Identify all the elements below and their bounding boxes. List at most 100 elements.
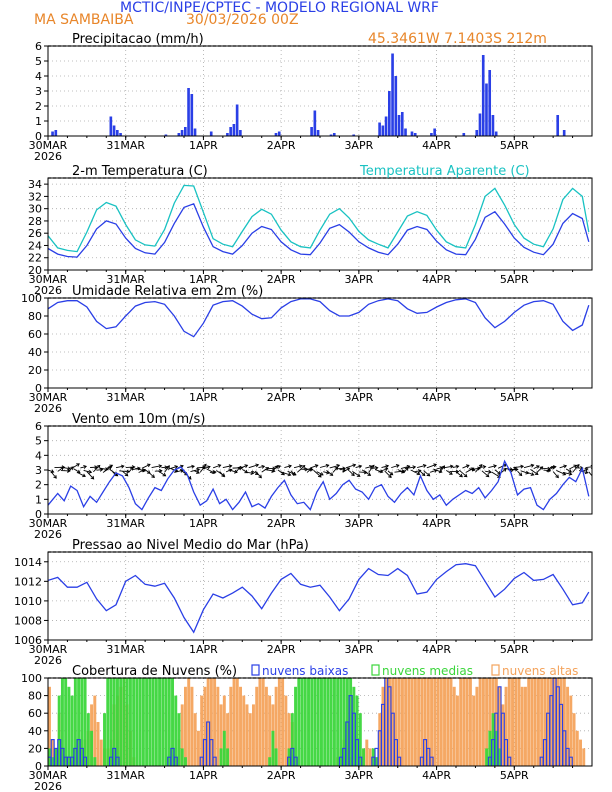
wind-xtick-label: 4APR — [422, 517, 451, 530]
wind-barb-head — [314, 464, 319, 468]
cloud-bar-nuvens-baixas — [507, 756, 512, 766]
temp-ytick-label: 22 — [28, 252, 42, 265]
cloud-bar-nuvens-medias — [141, 678, 145, 766]
cloud-bar-nuvens-altas — [404, 678, 408, 766]
wind-barb-head — [120, 464, 125, 469]
wind-barb-head — [301, 464, 306, 469]
wind-barb-head — [88, 469, 93, 474]
precip-bar — [391, 53, 394, 136]
cloud-bar-nuvens-altas — [268, 695, 272, 766]
wind-barb — [517, 470, 523, 476]
press-ytick-label: 1008 — [14, 614, 42, 627]
cloud-xtick-label: 31MAR — [106, 769, 145, 782]
cloud-bar-nuvens-medias — [355, 695, 359, 766]
cloud-bar-nuvens-altas — [48, 686, 51, 766]
precip-bar — [332, 133, 336, 136]
precip-bar — [562, 130, 566, 136]
wind-ytick-label: 0 — [35, 508, 42, 521]
wind-barb — [193, 470, 200, 474]
wind-barb — [485, 470, 492, 473]
wind-barb-head — [217, 464, 222, 468]
precip-bar — [413, 133, 417, 136]
cloud-bar-nuvens-altas — [216, 686, 220, 766]
cloud-bar-nuvens-altas — [200, 695, 204, 766]
wind-barb-head — [389, 471, 394, 476]
cloud-bar-nuvens-altas — [488, 678, 492, 766]
precip-bar — [310, 127, 313, 136]
wind-barb — [510, 466, 517, 473]
cloud-bar-nuvens-medias — [90, 730, 94, 766]
cloud-bar-nuvens-altas — [96, 722, 100, 766]
wind-barb-head — [482, 464, 487, 469]
wind-barb — [413, 470, 421, 473]
cloud-bar-nuvens-altas — [481, 678, 485, 766]
wind-barb — [225, 468, 232, 473]
wind-barb-head — [258, 474, 262, 479]
cloud-bar-nuvens-altas — [180, 704, 184, 766]
wind-barb-head — [151, 474, 155, 478]
cloud-bar-nuvens-altas — [239, 686, 242, 766]
temp-ytick-label: 32 — [28, 190, 42, 203]
wind-barb — [106, 464, 113, 470]
wind-barb — [96, 469, 103, 471]
cloud-bar-nuvens-medias — [77, 678, 81, 766]
cloud-bar-nuvens-altas — [559, 678, 563, 766]
precip-bar — [180, 130, 184, 136]
wind-barb-head — [203, 463, 207, 468]
temp-ytick-label: 30 — [28, 203, 42, 216]
cloud-bar-nuvens-medias — [132, 678, 136, 766]
cloud-bar-nuvens-altas — [281, 678, 285, 766]
wind-barb-head — [550, 466, 555, 470]
wind-barb-head — [213, 470, 217, 475]
wind-barb — [122, 470, 129, 477]
wind-barb-head — [417, 469, 422, 473]
press-xtick-label: 31MAR — [106, 643, 145, 656]
cloud-xtick-label: 4APR — [422, 769, 451, 782]
cloud-bar-nuvens-baixas — [83, 756, 88, 766]
press-xtick-label: 2APR — [267, 643, 296, 656]
cloud-bar-nuvens-altas — [452, 686, 456, 766]
wind-barb-head — [237, 466, 241, 470]
press-ytick-label: 1006 — [14, 634, 42, 647]
cloud-bar-nuvens-altas — [368, 748, 372, 766]
cloud-bar-nuvens-altas — [407, 678, 411, 766]
cloud-bar-nuvens-altas — [365, 739, 369, 766]
wind-barb — [64, 467, 71, 470]
wind-barb — [491, 471, 501, 478]
wind-barb-head — [250, 471, 255, 475]
wind-barb — [128, 467, 134, 473]
wind-barb — [313, 469, 322, 478]
wind-barb — [319, 464, 329, 468]
cloud-bar-nuvens-medias — [138, 678, 142, 766]
precip-xtick-label: 30MAR — [29, 139, 68, 152]
temp-xtick-label: 4APR — [422, 273, 451, 286]
wind-barb-head — [109, 464, 114, 469]
cloud-bar-nuvens-medias — [339, 678, 343, 766]
cloud-bar-nuvens-altas — [184, 686, 187, 766]
cloud-bar-nuvens-medias — [320, 678, 323, 766]
cloud-xtick-label: 1APR — [189, 769, 218, 782]
precip-bar — [494, 131, 498, 136]
cloud-bar-nuvens-medias — [358, 713, 362, 766]
cloud-bar-nuvens-altas — [572, 713, 576, 766]
cloud-bar-nuvens-altas — [248, 713, 252, 766]
precip-bar — [109, 116, 113, 136]
precip-bar — [239, 130, 242, 136]
cloud-bar-nuvens-medias — [158, 678, 162, 766]
cloud-bar-nuvens-medias — [122, 678, 126, 766]
cloud-bar-nuvens-altas — [543, 678, 547, 766]
wind-barb-head — [388, 474, 392, 479]
wind-barb — [355, 465, 362, 468]
temp-ytick-label: 34 — [28, 178, 42, 191]
cloud-bar-nuvens-baixas — [358, 756, 363, 766]
wind-barb — [384, 470, 392, 478]
cloud-bar-nuvens-altas — [51, 739, 55, 766]
cloud-bar-nuvens-altas — [391, 678, 395, 766]
cloud-bar-nuvens-medias — [307, 678, 310, 766]
wind-barb — [417, 464, 426, 468]
cloud-bar-nuvens-altas — [284, 695, 288, 766]
wind-barb-head — [385, 464, 390, 469]
cloud-bar-nuvens-altas — [213, 678, 217, 766]
wind-barb — [446, 470, 453, 475]
cloud-bar-nuvens-altas — [562, 678, 566, 766]
